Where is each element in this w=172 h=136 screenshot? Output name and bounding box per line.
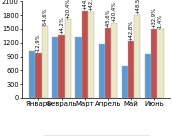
Text: +20,4%: +20,4% [112, 1, 117, 22]
Bar [128, 41, 134, 98]
Text: +42,8%: +42,8% [128, 20, 133, 41]
Bar [111, 23, 117, 98]
Bar [134, 15, 140, 98]
Text: -12,9%: -12,9% [36, 34, 41, 52]
Bar [29, 51, 35, 98]
Bar [42, 26, 48, 98]
Text: -45,6%: -45,6% [105, 9, 110, 27]
Bar [105, 28, 111, 98]
Bar [82, 11, 88, 98]
Bar [58, 35, 65, 98]
Bar [88, 12, 94, 98]
Text: +4,2%: +4,2% [59, 16, 64, 34]
Text: +32,9%: +32,9% [152, 7, 157, 28]
Bar [35, 53, 42, 98]
Bar [75, 37, 82, 98]
Bar [157, 29, 164, 98]
Bar [151, 29, 157, 98]
Bar [122, 66, 128, 98]
Bar [99, 44, 105, 98]
Legend: 2004 г., 2005 г., 2006 г.: 2004 г., 2005 г., 2006 г. [42, 135, 150, 136]
Text: +20,4%: +20,4% [65, 0, 70, 19]
Bar [52, 37, 58, 98]
Text: -54,6%: -54,6% [42, 7, 47, 26]
Text: +44,1%: +44,1% [82, 0, 87, 10]
Text: +42,2%: +42,2% [89, 0, 94, 11]
Bar [65, 19, 71, 98]
Text: -1,4%: -1,4% [158, 14, 163, 29]
Text: +48,5%: +48,5% [135, 0, 140, 14]
Bar [145, 54, 151, 98]
